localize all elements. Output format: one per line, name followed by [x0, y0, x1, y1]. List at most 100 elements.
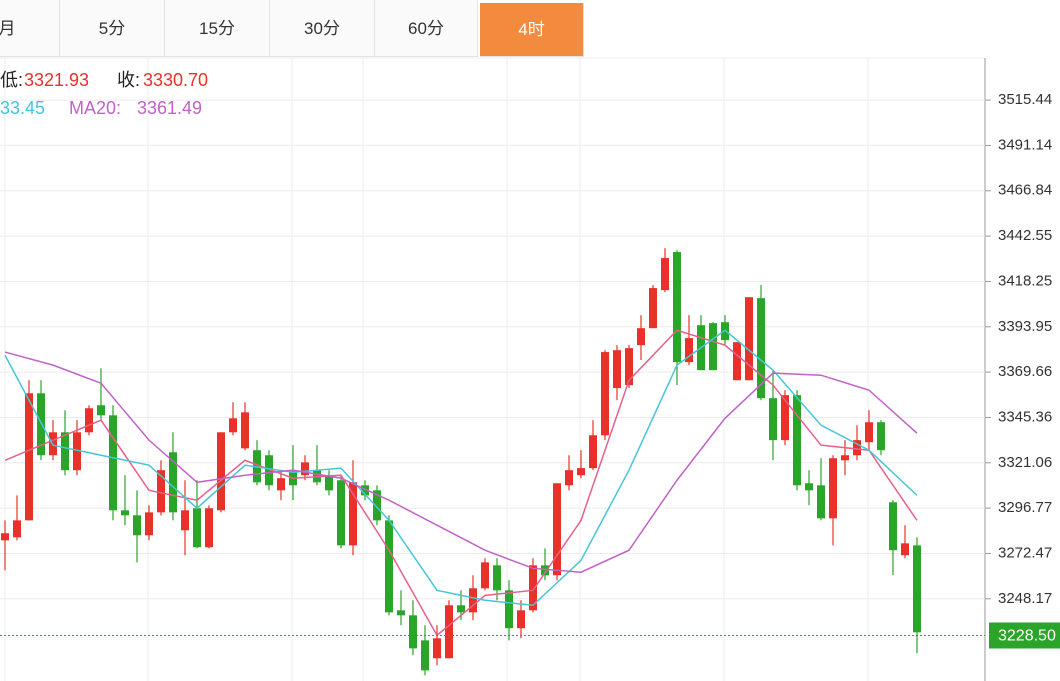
candle-body — [85, 408, 93, 433]
timeframe-tab[interactable]: 4时 — [480, 3, 584, 57]
candle-body — [205, 508, 213, 548]
candle-body — [829, 458, 837, 519]
y-tick-label: 3272.47 — [998, 544, 1052, 561]
candle-body — [589, 435, 597, 469]
candle-body — [133, 515, 141, 536]
y-tick-label: 3369.66 — [998, 363, 1052, 380]
last-price-box — [989, 622, 1060, 649]
candle-body — [685, 338, 693, 363]
y-tick-label: 3345.36 — [998, 408, 1052, 425]
info-value: 3361.49 — [137, 98, 202, 118]
candle-body — [361, 485, 369, 496]
ma-line — [4, 329, 918, 637]
candle-body — [601, 352, 609, 436]
candle-body — [901, 543, 909, 556]
candle-body — [121, 510, 129, 516]
candle-body — [145, 512, 153, 536]
y-tick-label: 3491.14 — [998, 136, 1052, 153]
candle-body — [229, 418, 237, 433]
candle-body — [877, 422, 885, 451]
candle-body — [445, 605, 453, 659]
candle-body — [541, 565, 549, 576]
y-tick-label: 3466.84 — [998, 182, 1052, 199]
timeframe-tab[interactable]: 60分 — [375, 0, 478, 57]
candle-body — [625, 348, 633, 386]
candle-body — [637, 328, 645, 346]
info-value: 33.45 — [0, 98, 45, 118]
candle-body — [793, 395, 801, 486]
candle-body — [337, 480, 345, 546]
y-tick-label: 3418.25 — [998, 272, 1052, 289]
y-tick-label: 3321.06 — [998, 454, 1052, 471]
y-tick-label: 3515.44 — [998, 91, 1052, 108]
candle-body — [745, 297, 753, 381]
candle-body — [157, 470, 165, 513]
candle-body — [385, 520, 393, 613]
candle-body — [325, 475, 333, 491]
y-tick-label: 3248.17 — [998, 590, 1052, 607]
info-label: MA20: — [69, 98, 121, 118]
candle-body — [757, 298, 765, 399]
candle-body — [469, 588, 477, 613]
ma-line — [4, 351, 918, 574]
candle-body — [457, 605, 465, 613]
candle-body — [709, 323, 717, 371]
candle-body — [805, 483, 813, 491]
candle-body — [853, 440, 861, 456]
candle-body — [73, 432, 81, 471]
candle-body — [781, 395, 789, 441]
candle-body — [661, 258, 669, 291]
candle-body — [169, 452, 177, 513]
candle-body — [577, 468, 585, 476]
info-label: 收: — [117, 70, 140, 90]
candle-body — [769, 398, 777, 441]
candle-body — [613, 350, 621, 389]
candle-body — [529, 565, 537, 611]
candle-body — [517, 610, 525, 629]
candle-body — [13, 520, 21, 538]
timeframe-tab[interactable]: 5分 — [60, 0, 165, 57]
candle-body — [673, 252, 681, 363]
info-value: 3330.70 — [143, 70, 208, 90]
candle-body — [61, 432, 69, 471]
candle-body — [349, 482, 357, 546]
candle-body — [841, 455, 849, 461]
candle-body — [1, 533, 9, 541]
candle-body — [25, 393, 33, 521]
candle-body — [409, 615, 417, 649]
candle-body — [889, 502, 897, 551]
candle-body — [481, 562, 489, 589]
last-price-label: 3228.50 — [998, 628, 1056, 645]
candle-body — [433, 638, 441, 659]
candle-body — [217, 432, 225, 511]
candle-body — [649, 288, 657, 329]
candle-body — [505, 590, 513, 629]
y-tick-label: 3393.95 — [998, 318, 1052, 335]
candle-body — [733, 342, 741, 381]
candle-body — [493, 565, 501, 591]
candle-body — [301, 462, 309, 476]
timeframe-tab[interactable]: 月 — [0, 0, 60, 57]
candle-body — [97, 405, 105, 416]
ma-line — [4, 329, 918, 607]
candle-body — [241, 412, 249, 449]
candle-body — [181, 510, 189, 531]
candle-body — [553, 483, 561, 576]
timeframe-tab[interactable]: 30分 — [270, 0, 375, 57]
candle-body — [109, 415, 117, 511]
info-value: 3321.93 — [24, 70, 89, 90]
candle-body — [265, 455, 273, 486]
timeframe-tab[interactable]: 15分 — [165, 0, 270, 57]
candle-body — [913, 545, 921, 633]
candle-body — [817, 485, 825, 519]
candle-body — [565, 470, 573, 486]
y-tick-label: 3442.55 — [998, 227, 1052, 244]
candle-body — [865, 422, 873, 443]
info-label: 低: — [0, 70, 23, 90]
candle-body — [277, 478, 285, 491]
candle-body — [397, 610, 405, 616]
candle-body — [421, 640, 429, 671]
candle-body — [373, 490, 381, 521]
